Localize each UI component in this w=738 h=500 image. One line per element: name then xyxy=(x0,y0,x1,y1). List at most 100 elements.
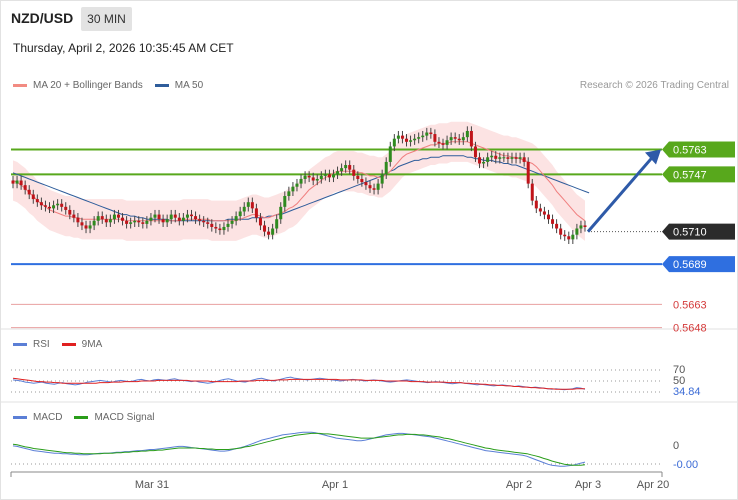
candle xyxy=(96,211,100,226)
candle xyxy=(368,180,372,193)
candle xyxy=(538,203,542,217)
candle xyxy=(287,186,291,201)
candle-body xyxy=(319,175,323,179)
macd-signal-swatch xyxy=(74,416,89,419)
price-panel: 0.5763 0.5747 0.5689 0.5663 0.5648 0.5710 xyxy=(11,121,735,335)
candle xyxy=(43,200,47,212)
candle xyxy=(15,175,19,189)
candle xyxy=(291,182,295,196)
candle-body xyxy=(392,138,396,147)
candle-body xyxy=(331,174,335,178)
rsi-swatch xyxy=(13,343,27,346)
candle-body xyxy=(380,174,384,184)
candle-body xyxy=(108,219,112,223)
candle xyxy=(210,219,214,232)
candle xyxy=(165,214,169,227)
candle-body xyxy=(11,180,15,184)
candle-body xyxy=(567,236,571,240)
candle xyxy=(104,214,108,227)
candle xyxy=(173,209,177,223)
candle-body xyxy=(396,135,400,139)
candle xyxy=(409,135,413,147)
candle-body xyxy=(100,216,104,220)
candle xyxy=(360,174,364,187)
candle-body xyxy=(417,137,421,139)
ma50-swatch xyxy=(154,84,169,87)
candle xyxy=(52,200,56,214)
candle-body xyxy=(384,161,388,175)
candle-body xyxy=(68,209,72,215)
candle-body xyxy=(35,199,39,203)
candle xyxy=(453,132,457,144)
candle-body xyxy=(263,225,267,232)
candle xyxy=(323,169,327,181)
candle-body xyxy=(141,222,145,224)
candle-body xyxy=(230,220,234,224)
price-legend: MA 20 + Bollinger Bands MA 50 xyxy=(13,80,203,91)
candle-body xyxy=(575,228,579,235)
rsi-current-value: 34.84 xyxy=(673,386,701,398)
rsi-ma-swatch xyxy=(61,343,76,346)
level-label-0.5763: 0.5763 xyxy=(673,145,707,157)
candle xyxy=(161,214,165,227)
candle-body xyxy=(356,175,360,179)
candle-body xyxy=(60,203,64,207)
candle xyxy=(437,137,441,148)
macd-panel: 0 -0.00 xyxy=(11,431,698,471)
candle xyxy=(388,141,392,167)
x-axis: Mar 31 Apr 1 Apr 2 Apr 3 Apr 20 xyxy=(10,471,669,491)
candle-body xyxy=(490,155,494,158)
candle-body xyxy=(145,220,149,224)
candle-body xyxy=(23,185,27,190)
candle-body xyxy=(218,228,222,231)
rsi-panel: 70 50 34.84 xyxy=(11,364,701,398)
candle xyxy=(534,196,538,214)
candle-body xyxy=(437,141,441,144)
candle xyxy=(583,220,587,232)
candle xyxy=(198,214,202,226)
timeframe-button[interactable]: 30 MIN xyxy=(81,7,132,31)
candle xyxy=(567,231,571,244)
candle xyxy=(60,199,64,212)
candle xyxy=(11,175,15,189)
candle-body xyxy=(372,188,376,190)
level-label-0.5663: 0.5663 xyxy=(673,299,707,311)
candle xyxy=(551,214,555,229)
candle-body xyxy=(279,206,283,220)
candle xyxy=(396,130,400,144)
candle xyxy=(258,213,262,231)
candle-body xyxy=(194,216,198,220)
candle-body xyxy=(246,202,250,207)
level-tag-0.5689: 0.5689 xyxy=(662,256,735,273)
candle-body xyxy=(198,219,202,221)
candle-body xyxy=(506,157,510,159)
candle xyxy=(327,169,331,183)
candle xyxy=(267,226,271,240)
candle xyxy=(263,220,267,237)
candle-body xyxy=(283,196,287,207)
candle xyxy=(400,130,404,144)
forecast-arrow-head xyxy=(645,149,661,165)
candle xyxy=(473,141,477,162)
candle xyxy=(425,127,429,141)
level-label-0.5648: 0.5648 xyxy=(673,323,707,335)
candle xyxy=(502,152,506,162)
candle xyxy=(307,171,311,183)
candle-body xyxy=(518,157,522,159)
rsi-tick-70: 70 xyxy=(673,364,685,376)
candle xyxy=(542,206,546,220)
candle-body xyxy=(457,138,461,141)
candle-body xyxy=(39,202,43,206)
candle-body xyxy=(425,132,429,136)
x-tick-label: Apr 1 xyxy=(322,479,348,491)
candle xyxy=(72,209,76,223)
level-tag-0.5763: 0.5763 xyxy=(662,141,735,158)
candle-body xyxy=(551,219,555,224)
candle xyxy=(108,214,112,227)
candle-body xyxy=(429,132,433,135)
forecast-arrow-shaft xyxy=(586,155,655,233)
x-tick-label: Apr 3 xyxy=(575,479,601,491)
candle-body xyxy=(161,219,165,223)
level-label-0.5747: 0.5747 xyxy=(673,169,707,181)
candle-body xyxy=(226,223,230,227)
